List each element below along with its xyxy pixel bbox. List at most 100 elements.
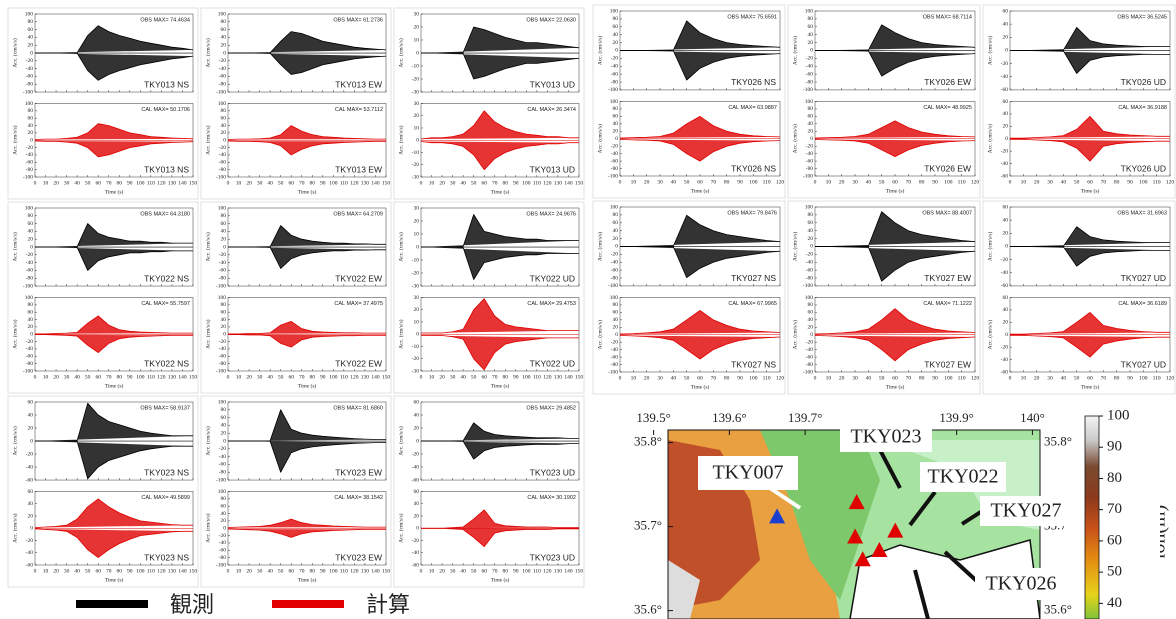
y-tick-label: 20: [613, 40, 619, 46]
x-tick-label: 10: [1021, 375, 1027, 381]
y-tick-label: 20: [28, 42, 34, 48]
y-tick-label: 80: [808, 16, 814, 22]
y-tick-label: -20: [26, 145, 34, 151]
y-tick-label: 0: [615, 136, 618, 142]
y-tick-label: -40: [219, 346, 227, 352]
y-tick-label: 30: [414, 205, 420, 211]
max-label: CAL MAX= 67.9965: [728, 301, 777, 307]
y-tick-label: 100: [218, 489, 227, 495]
x-axis-label: Time (s): [691, 383, 710, 390]
legend-swatch: [76, 600, 148, 608]
x-tick-label: 80: [503, 568, 509, 574]
x-tick-label: 110: [958, 375, 966, 381]
y-tick-label: 0: [223, 438, 226, 444]
y-tick-label: -80: [219, 361, 227, 367]
y-tick-label: 0: [416, 438, 419, 444]
x-tick-label: 70: [106, 180, 112, 186]
station-label: TKY023 EW: [335, 552, 382, 562]
y-tick-label: 0: [30, 526, 33, 532]
x-tick-label: 100: [136, 180, 145, 186]
y-tick-label: 0: [30, 50, 33, 56]
x-tick-label: 20: [246, 180, 252, 186]
y-axis-label: Acc. (cm/s/s): [397, 319, 404, 348]
station-label: TKY027 UD: [1121, 359, 1166, 369]
y-tick-label: 40: [28, 229, 34, 235]
colorbar-tick-label: 100: [1107, 407, 1130, 423]
x-tick-label: 50: [684, 179, 690, 185]
x-tick-label: 80: [503, 374, 509, 380]
x-tick-label: 30: [64, 568, 70, 574]
x-tick-label: 80: [117, 568, 123, 574]
x-tick-label: 10: [631, 179, 637, 185]
y-tick-label: -40: [806, 64, 814, 70]
y-tick-label: 40: [808, 317, 814, 323]
y-tick-label: -80: [611, 166, 619, 172]
y-tick-label: 0: [30, 138, 33, 144]
y-tick-label: -40: [412, 550, 420, 556]
y-tick-label: -80: [26, 167, 34, 173]
y-tick-label: 20: [808, 236, 814, 242]
x-tick-label: 30: [1047, 179, 1053, 185]
y-tick-label: 100: [805, 295, 814, 301]
x-tick-label: 150: [382, 568, 391, 574]
station-label: TKY023 UD: [530, 467, 575, 477]
y-tick-label: 0: [615, 244, 618, 250]
x-tick-label: 10: [236, 568, 242, 574]
x-axis-label: Time (s): [491, 382, 510, 389]
y-axis-label: Acc. (cm/s/s): [596, 320, 603, 349]
y-axis-label: Acc. (cm/s/s): [791, 36, 798, 65]
y-tick-label: -20: [219, 145, 227, 151]
x-tick-label: 50: [684, 375, 690, 381]
x-tick-label: 0: [227, 568, 230, 574]
colorbar-tick-label: 60: [1107, 532, 1122, 548]
y-tick-label: -20: [611, 143, 619, 149]
y-tick-label: -60: [26, 562, 34, 568]
max-label: CAL MAX= 26.3474: [527, 107, 576, 113]
x-tick-label: 110: [533, 374, 541, 380]
y-tick-label: 0: [416, 50, 419, 56]
y-tick-label: -100: [803, 87, 813, 93]
y-tick-label: -20: [219, 339, 227, 345]
x-tick-label: 130: [361, 568, 370, 574]
x-tick-label: 0: [34, 568, 37, 574]
x-tick-label: 0: [227, 374, 230, 380]
x-tick-label: 60: [1087, 179, 1093, 185]
y-tick-label: -10: [412, 150, 420, 156]
y-tick-label: -80: [219, 555, 227, 561]
y-axis-label: Acc. (cm/s/s): [986, 36, 993, 65]
y-tick-label: 40: [28, 317, 34, 323]
x-tick-label: 90: [932, 179, 938, 185]
x-tick-label: 20: [644, 375, 650, 381]
y-tick-label: 40: [808, 228, 814, 234]
x-tick-label: 50: [879, 179, 885, 185]
x-tick-label: 90: [1127, 179, 1133, 185]
y-tick-label: -20: [219, 533, 227, 539]
x-tick-label: 40: [74, 568, 80, 574]
y-tick-label: -80: [806, 275, 814, 281]
x-tick-label: 139.9°: [939, 410, 973, 425]
x-tick-label: 70: [492, 568, 498, 574]
x-tick-label: 20: [246, 568, 252, 574]
x-tick-label: 110: [763, 375, 771, 381]
y-axis-label: Acc. (cm/s/s): [204, 125, 211, 154]
x-tick-label: 100: [1139, 179, 1148, 185]
x-axis-label: Time (s): [691, 187, 710, 194]
max-label: CAL MAX= 38.1542: [334, 495, 383, 501]
x-tick-label: 70: [492, 374, 498, 380]
x-tick-label: 100: [329, 568, 338, 574]
y-axis-label: Acc. (cm/s/s): [397, 125, 404, 154]
y-tick-label: 80: [221, 407, 227, 413]
y-tick-label: 60: [221, 503, 227, 509]
x-tick-label: 120: [157, 374, 166, 380]
x-tick-label: 140: [564, 374, 573, 380]
y-axis-label: Acc. (cm/s/s): [204, 319, 211, 348]
station-label: TKY023 EW: [335, 467, 382, 477]
y-tick-label: 20: [28, 236, 34, 242]
x-tick-label: 40: [671, 179, 677, 185]
y-tick-label: -20: [26, 58, 34, 64]
y-tick-label: 100: [805, 99, 814, 105]
x-axis-label: Time (s): [1081, 187, 1100, 194]
x-tick-label: 80: [919, 375, 925, 381]
max-label: OBS MAX= 64.2709: [333, 211, 383, 217]
y-tick-label: 20: [221, 324, 227, 330]
